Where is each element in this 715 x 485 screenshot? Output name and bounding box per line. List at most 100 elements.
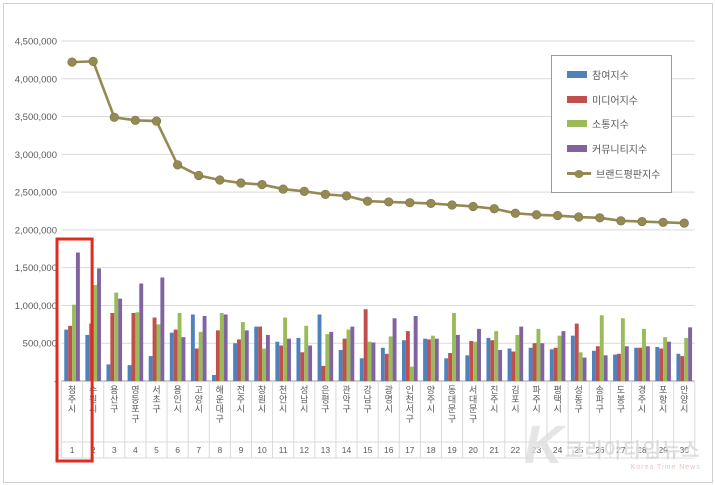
- bar-미디어지수: [110, 312, 115, 381]
- bar-참여지수: [127, 365, 132, 381]
- bar-소통지수: [536, 328, 541, 381]
- rank-label: 27: [616, 445, 626, 455]
- bar-소통지수: [388, 336, 393, 381]
- y-axis-tick-label: 1,500,000: [15, 263, 57, 274]
- bar-참여지수: [212, 374, 216, 381]
- rank-label: 29: [658, 445, 668, 455]
- bar-커뮤니티지수: [118, 298, 123, 381]
- line-marker: [552, 210, 563, 221]
- bar-소통지수: [367, 341, 372, 381]
- bar-미디어지수: [363, 309, 368, 381]
- bar-커뮤니티지수: [329, 331, 334, 381]
- line-marker: [447, 200, 457, 210]
- rank-label: 11: [279, 445, 288, 455]
- line-marker: [215, 175, 225, 185]
- media-swatch-icon: [567, 95, 587, 103]
- rank-label: 6: [175, 445, 180, 455]
- bar-참여지수: [338, 350, 343, 381]
- bar-참여지수: [655, 346, 660, 381]
- bar-소통지수: [620, 318, 625, 381]
- bar-소통지수: [452, 312, 456, 381]
- legend-label: 브랜드평판지수: [596, 170, 661, 182]
- bar-참여지수: [444, 358, 449, 381]
- bar-커뮤니티지수: [455, 334, 460, 381]
- bar-미디어지수: [384, 353, 389, 381]
- bar-참여지수: [380, 347, 385, 381]
- bar-커뮤니티지수: [624, 346, 629, 381]
- bar-소통지수: [663, 337, 668, 381]
- legend-item-media: 미디어지수: [567, 92, 671, 107]
- bar-소통지수: [198, 331, 203, 381]
- bar-미디어지수: [258, 326, 263, 381]
- bar-커뮤니티지수: [371, 342, 376, 381]
- bar-참여지수: [64, 329, 69, 381]
- bar-커뮤니티지수: [75, 252, 80, 381]
- legend-label: 미디어지수: [592, 95, 638, 107]
- bar-커뮤니티지수: [202, 316, 207, 381]
- bar-미디어지수: [617, 353, 621, 381]
- y-axis-tick-label: -: [54, 377, 57, 388]
- bar-참여지수: [148, 356, 153, 381]
- bar-미디어지수: [659, 348, 664, 381]
- rank1-highlight-box: [55, 237, 94, 463]
- legend-label: 참여지수: [592, 70, 629, 82]
- bar-참여지수: [528, 347, 533, 381]
- bar-미디어지수: [173, 329, 178, 381]
- bar-커뮤니티지수: [244, 330, 249, 381]
- bar-소통지수: [135, 312, 140, 381]
- rank-label: 4: [133, 445, 138, 455]
- line-marker: [426, 198, 436, 209]
- line-marker: [194, 170, 204, 181]
- participation-swatch-icon: [567, 70, 587, 78]
- legend-label: 소통지수: [592, 120, 629, 132]
- bar-미디어지수: [490, 340, 495, 381]
- bar-커뮤니티지수: [350, 326, 355, 381]
- bar-커뮤니티지수: [667, 341, 671, 381]
- bar-소통지수: [325, 334, 330, 381]
- rank-label: 14: [342, 445, 352, 455]
- legend-item-participation: 참여지수: [567, 67, 671, 82]
- bar-미디어지수: [215, 330, 220, 381]
- bar-소통지수: [93, 285, 98, 381]
- bar-소통지수: [409, 366, 414, 381]
- bar-참여지수: [296, 337, 301, 381]
- rank-label: 19: [447, 445, 457, 455]
- rank-label: 1: [70, 445, 75, 455]
- bar-커뮤니티지수: [582, 357, 587, 381]
- rank-label: 22: [511, 445, 521, 455]
- line-marker: [130, 115, 140, 125]
- legend-item-community: 커뮤니티지수: [567, 141, 671, 156]
- bar-커뮤니티지수: [160, 277, 165, 381]
- bar-미디어지수: [68, 325, 73, 381]
- bar-참여지수: [106, 364, 111, 381]
- bar-미디어지수: [237, 339, 241, 381]
- bar-소통지수: [494, 331, 499, 381]
- rank-label: 30: [680, 445, 690, 455]
- bar-커뮤니티지수: [223, 314, 228, 381]
- line-marker: [510, 208, 520, 218]
- bar-참여지수: [275, 341, 280, 381]
- y-axis-tick-label: 500,000: [23, 339, 57, 350]
- bar-참여지수: [676, 353, 681, 381]
- line-marker: [257, 179, 267, 190]
- rank-label: 15: [363, 445, 373, 455]
- y-axis-tick-label: 3,000,000: [15, 150, 57, 161]
- rank-label: 9: [239, 445, 244, 455]
- y-axis-tick-label: 4,000,000: [15, 74, 57, 85]
- line-marker: [236, 178, 246, 188]
- line-marker: [531, 210, 542, 220]
- line-marker: [67, 57, 77, 67]
- bar-미디어지수: [405, 331, 410, 381]
- bar-소통지수: [240, 322, 245, 381]
- bar-미디어지수: [469, 340, 474, 381]
- legend-label: 커뮤니티지수: [592, 145, 648, 157]
